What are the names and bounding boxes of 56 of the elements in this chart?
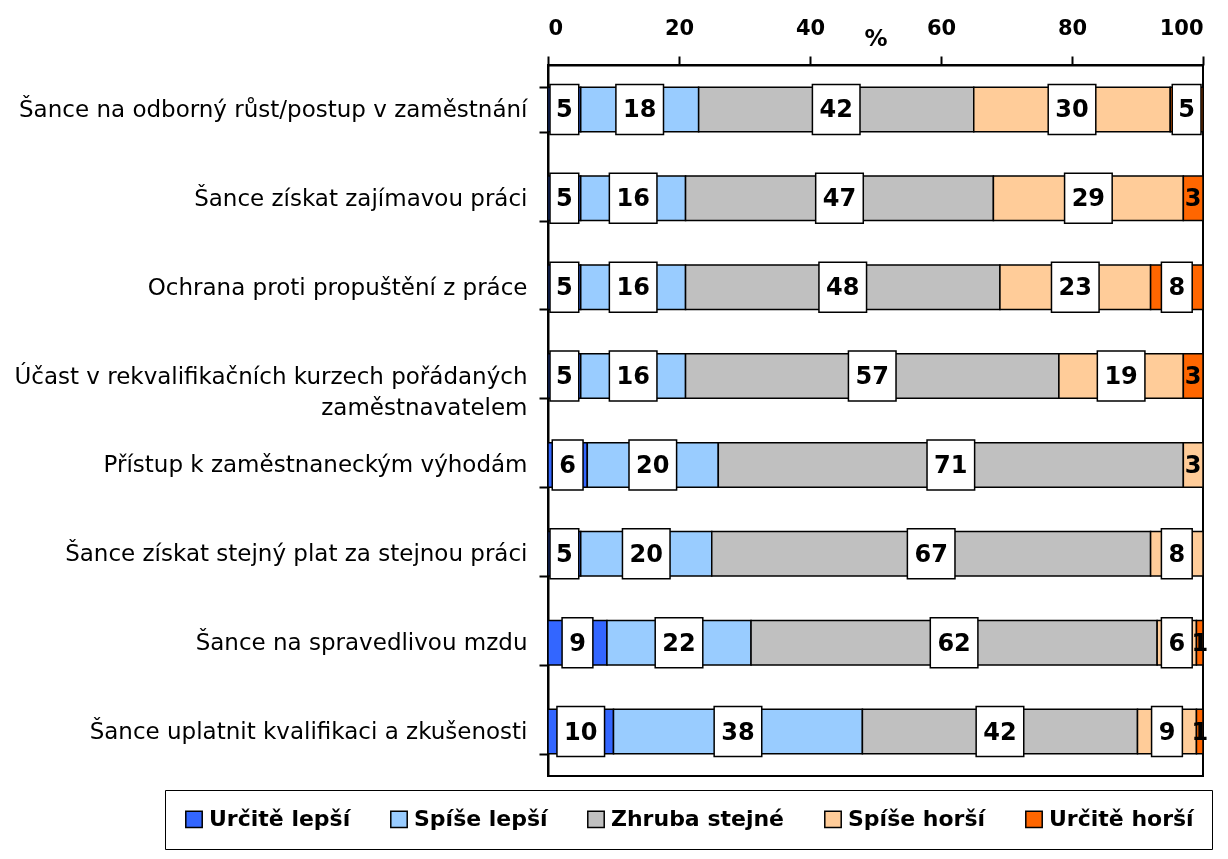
data-label: 16 — [616, 184, 650, 213]
data-label: 9 — [569, 628, 586, 657]
data-label: 5 — [556, 95, 573, 124]
data-label: 18 — [623, 95, 657, 124]
data-label: 22 — [662, 628, 696, 657]
data-label: 5 — [556, 539, 573, 568]
legend-label: Spíše horší — [848, 806, 987, 832]
data-label: 57 — [855, 362, 889, 391]
data-label: 6 — [1168, 628, 1186, 657]
data-label: 8 — [1168, 273, 1186, 302]
y-tick-label: Šance získat zajímavou práci — [194, 183, 528, 211]
data-label: 9 — [1158, 717, 1176, 746]
data-label: 16 — [616, 273, 650, 302]
data-label: 20 — [636, 450, 670, 479]
legend-label: Určitě lepší — [209, 806, 352, 832]
data-label: 5 — [1178, 95, 1195, 124]
x-axis-title: % — [864, 24, 888, 51]
data-label: 29 — [1071, 184, 1106, 213]
data-label: 8 — [1168, 539, 1186, 568]
data-label: 48 — [826, 273, 860, 302]
data-label: 20 — [629, 539, 663, 568]
y-tick-label: Šance získat stejný plat za stejnou práci — [65, 539, 528, 567]
data-label: 3 — [1184, 362, 1202, 391]
y-tick-label: Šance uplatnit kvalifikaci a zkušenosti — [89, 717, 528, 745]
data-label: 67 — [914, 539, 948, 568]
data-label: 42 — [983, 717, 1017, 746]
data-label: 6 — [559, 450, 576, 479]
x-tick-label: 60 — [926, 15, 957, 40]
data-label: 23 — [1058, 273, 1092, 302]
y-tick-label: Ochrana proti propuštění z práce — [147, 273, 528, 300]
data-label: 5 — [556, 362, 573, 391]
data-label: 38 — [721, 717, 755, 746]
data-label: 10 — [564, 717, 598, 746]
legend-label: Spíše lepší — [414, 806, 550, 832]
data-label: 71 — [934, 450, 968, 479]
data-label: 47 — [822, 184, 857, 213]
data-label: 42 — [819, 95, 853, 124]
data-label: 3 — [1184, 184, 1202, 213]
x-tick-label: 0 — [548, 15, 564, 40]
data-label: 3 — [1184, 450, 1202, 479]
legend-label: Určitě horší — [1049, 806, 1196, 832]
data-label: 62 — [937, 628, 971, 657]
x-tick-label: 40 — [795, 15, 826, 40]
y-tick-label: Šance na odborný růst/postup v zaměstnání — [19, 94, 529, 122]
y-tick-label: Přístup k zaměstnaneckým výhodám — [103, 451, 528, 478]
data-label: 16 — [616, 362, 650, 391]
y-tick-label: Účast v rekvalifikačních kurzech pořádaných zaměstnavatelem — [14, 361, 528, 420]
x-tick-label: 80 — [1057, 15, 1088, 40]
data-label: 5 — [556, 184, 573, 213]
data-label: 19 — [1104, 362, 1138, 391]
data-label: 30 — [1055, 95, 1089, 124]
x-tick-label: 20 — [664, 15, 695, 40]
x-tick-label: 100 — [1159, 15, 1204, 40]
legend-label: Zhruba stejné — [611, 806, 785, 832]
y-tick-label: Šance na spravedlivou mzdu — [195, 628, 528, 656]
data-label: 5 — [556, 273, 573, 302]
